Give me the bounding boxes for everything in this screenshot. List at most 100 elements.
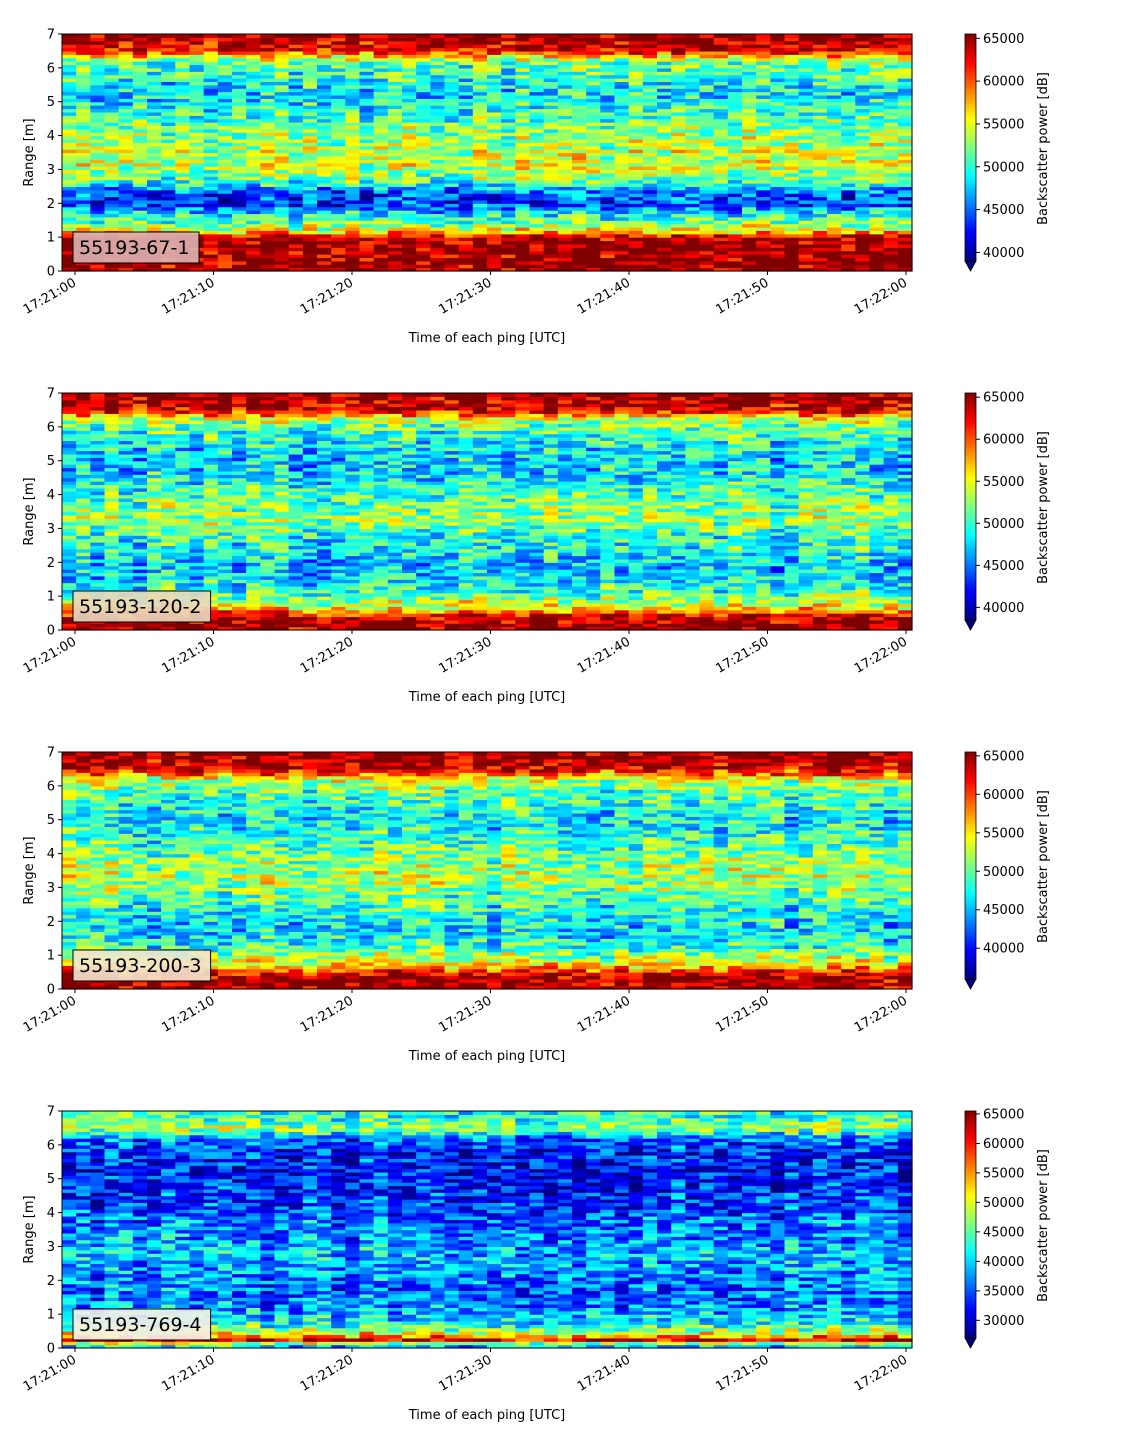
- heatmap-cell: [572, 223, 587, 228]
- heatmap-cell: [217, 210, 233, 215]
- heatmap-cell: [345, 71, 361, 76]
- heatmap-cell: [897, 243, 913, 248]
- heatmap-cell: [175, 223, 191, 228]
- heatmap-cell: [543, 115, 559, 120]
- heatmap-cell: [203, 88, 219, 93]
- heatmap-cell: [217, 260, 233, 265]
- heatmap-cell: [515, 98, 531, 103]
- heatmap-cell: [402, 230, 417, 235]
- heatmap-cell: [189, 223, 205, 228]
- heatmap-cell: [373, 260, 389, 265]
- heatmap-cell: [430, 101, 446, 106]
- heatmap-cell: [161, 579, 176, 584]
- heatmap-cell: [147, 504, 162, 509]
- colorbar-segment: [965, 139, 976, 143]
- heatmap-cell: [827, 149, 842, 154]
- heatmap-cell: [855, 135, 871, 140]
- heatmap-cell: [883, 267, 899, 272]
- heatmap-cell: [132, 582, 148, 587]
- heatmap-cell: [812, 61, 828, 66]
- heatmap-cell: [827, 61, 842, 66]
- heatmap-cell: [302, 267, 318, 272]
- heatmap-cell: [90, 623, 106, 628]
- colorbar-segment: [965, 202, 976, 205]
- heatmap-cell: [770, 230, 786, 235]
- heatmap-cell: [557, 199, 573, 204]
- heatmap-cell: [217, 196, 233, 201]
- heatmap-cell: [812, 128, 828, 133]
- heatmap-cell: [600, 176, 616, 181]
- heatmap-cell: [246, 67, 261, 72]
- heatmap-cell: [572, 122, 587, 127]
- heatmap-cell: [642, 213, 658, 218]
- heatmap-cell: [883, 162, 899, 167]
- heatmap-cell: [132, 98, 148, 103]
- heatmap-cell: [756, 94, 771, 99]
- heatmap-cell: [642, 230, 658, 235]
- heatmap-cell: [614, 101, 630, 106]
- heatmap-cell: [827, 135, 842, 140]
- heatmap-cell: [572, 84, 587, 89]
- heatmap-cell: [685, 149, 701, 154]
- heatmap-cell: [76, 145, 91, 150]
- heatmap-cell: [62, 105, 77, 110]
- heatmap-cell: [288, 199, 304, 204]
- heatmap-cell: [557, 250, 573, 255]
- heatmap-cell: [118, 71, 134, 76]
- heatmap-cell: [331, 237, 346, 242]
- heatmap-cell: [458, 64, 474, 69]
- heatmap-cell: [600, 260, 616, 265]
- heatmap-cell: [90, 504, 106, 509]
- heatmap-cell: [855, 132, 871, 137]
- heatmap-cell: [742, 264, 757, 269]
- heatmap-cell: [472, 155, 488, 160]
- heatmap-cell: [543, 240, 559, 245]
- heatmap-cell: [274, 61, 290, 66]
- colorbar-segment: [965, 236, 976, 239]
- heatmap-cell: [784, 88, 800, 93]
- heatmap-cell: [586, 254, 601, 259]
- heatmap-cell: [671, 267, 686, 272]
- heatmap-cell: [642, 138, 658, 143]
- heatmap-cell: [869, 67, 885, 72]
- heatmap-cell: [642, 223, 658, 228]
- heatmap-cell: [373, 67, 389, 72]
- heatmap-cell: [331, 108, 346, 113]
- heatmap-cell: [246, 203, 261, 208]
- heatmap-cell: [274, 179, 290, 184]
- heatmap-cell: [742, 233, 757, 238]
- heatmap-cell: [628, 216, 644, 221]
- heatmap-cell: [359, 172, 375, 177]
- heatmap-cell: [458, 176, 474, 181]
- heatmap-cell: [62, 226, 77, 231]
- heatmap-cell: [444, 152, 460, 157]
- heatmap-cell: [784, 105, 800, 110]
- heatmap-cell: [628, 81, 644, 86]
- heatmap-cell: [430, 138, 446, 143]
- heatmap-cell: [232, 250, 247, 255]
- heatmap-cell: [557, 155, 573, 160]
- heatmap-cell: [699, 199, 715, 204]
- heatmap-cell: [132, 94, 148, 99]
- heatmap-cell: [572, 196, 587, 201]
- heatmap-cell: [501, 193, 516, 198]
- heatmap-cell: [812, 254, 828, 259]
- heatmap-cell: [487, 122, 502, 127]
- heatmap-cell: [246, 267, 261, 272]
- heatmap-cell: [543, 50, 559, 55]
- heatmap-cell: [175, 78, 191, 82]
- heatmap-cell: [770, 189, 786, 194]
- y-axis-label: Range [m]: [22, 118, 37, 186]
- heatmap-cell: [472, 169, 488, 174]
- heatmap-cell: [642, 210, 658, 215]
- heatmap-cell: [132, 443, 148, 448]
- heatmap-cell: [345, 88, 361, 93]
- heatmap-cell: [798, 84, 814, 89]
- heatmap-cell: [600, 189, 616, 194]
- heatmap-cell: [657, 37, 672, 42]
- heatmap-cell: [302, 159, 318, 164]
- heatmap-cell: [685, 135, 701, 140]
- heatmap-cell: [713, 196, 729, 201]
- heatmap-cell: [557, 132, 573, 137]
- heatmap-cell: [770, 74, 786, 79]
